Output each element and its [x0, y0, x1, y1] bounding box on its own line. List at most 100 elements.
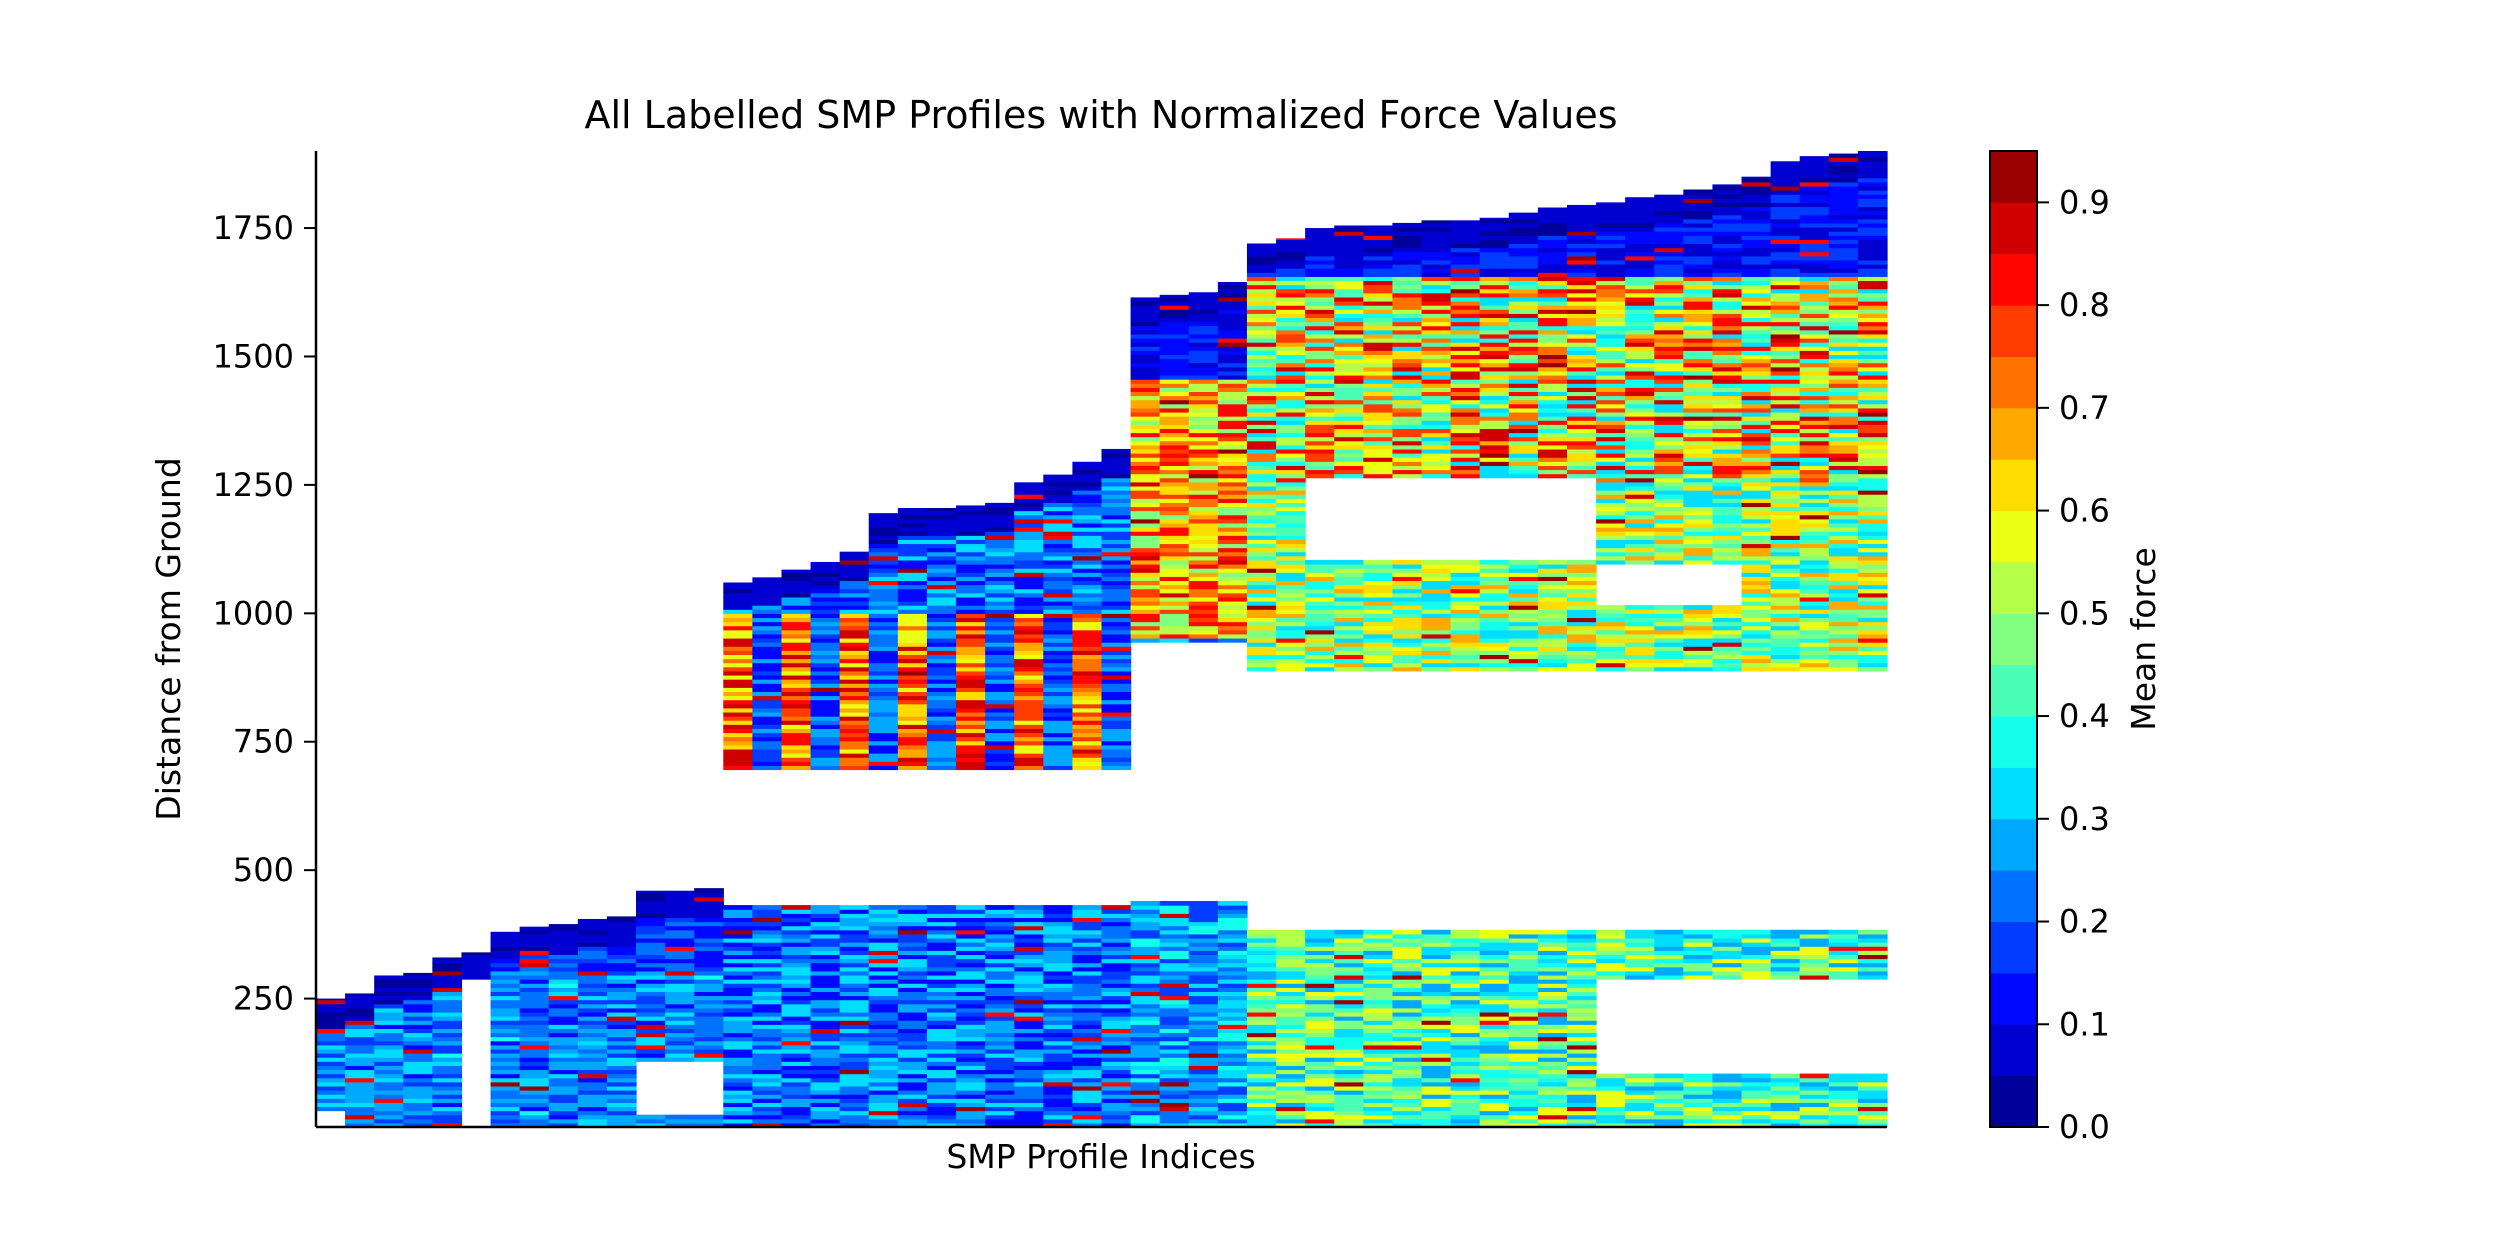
heatmap-cell [1188, 958, 1219, 964]
heatmap-cell [1334, 987, 1364, 992]
heatmap-cell [1508, 222, 1539, 228]
heatmap-cell [926, 974, 957, 980]
heatmap-cell [606, 1065, 637, 1071]
heatmap-cell [1450, 1073, 1481, 1079]
heatmap-cell [1217, 950, 1248, 955]
heatmap-cell [1596, 469, 1626, 475]
heatmap-cell [985, 584, 1015, 590]
heatmap-cell [1188, 1032, 1219, 1038]
heatmap-cell [781, 716, 812, 721]
heatmap-cell [1188, 1085, 1219, 1091]
heatmap-cell [1363, 1036, 1394, 1042]
heatmap-cell [1363, 1061, 1394, 1066]
heatmap-cell [1276, 296, 1306, 302]
heatmap-cell [1596, 350, 1626, 356]
heatmap-cell [519, 1106, 550, 1112]
heatmap-cell [1188, 1053, 1219, 1058]
heatmap-cell [956, 995, 986, 1001]
heatmap-cell [1188, 395, 1219, 401]
heatmap-cell [926, 970, 957, 976]
heatmap-cell [1625, 370, 1655, 376]
heatmap-cell [1421, 342, 1452, 347]
heatmap-cell [1217, 366, 1248, 372]
heatmap-cell [1159, 416, 1190, 421]
heatmap-cell [606, 991, 637, 997]
heatmap-cell [1101, 514, 1132, 520]
heatmap-cell [1683, 514, 1714, 520]
heatmap-cell [1479, 588, 1510, 594]
heatmap-cell [403, 983, 433, 988]
heatmap-cell [752, 724, 783, 729]
heatmap-cell [1566, 276, 1597, 282]
heatmap-cell [897, 724, 928, 729]
heatmap-cell [781, 958, 812, 964]
heatmap-cell [1014, 555, 1044, 561]
heatmap-cell [926, 966, 957, 972]
heatmap-cell [1392, 662, 1423, 668]
heatmap-cell [985, 765, 1015, 771]
heatmap-cell [665, 905, 695, 910]
heatmap-cell [1508, 276, 1539, 282]
heatmap-cell [1596, 481, 1626, 487]
heatmap-cell [1450, 1028, 1481, 1034]
heatmap-cell [1072, 1036, 1103, 1042]
heatmap-cell [1392, 432, 1423, 438]
heatmap-cell [1246, 313, 1277, 319]
heatmap-cell [1537, 465, 1568, 471]
heatmap-cell [723, 1053, 753, 1058]
heatmap-cell [1334, 966, 1364, 972]
heatmap-cell [1072, 1057, 1103, 1062]
heatmap-cell [1625, 543, 1655, 549]
heatmap-cell [1305, 1044, 1335, 1050]
heatmap-cell [1596, 325, 1626, 331]
heatmap-cell [1334, 646, 1364, 651]
heatmap-cell [1130, 1090, 1161, 1095]
heatmap-cell [1043, 1069, 1073, 1075]
heatmap-cell [897, 650, 928, 656]
heatmap-cell [868, 1016, 899, 1021]
heatmap-cell [1654, 448, 1684, 454]
heatmap-cell [432, 1020, 463, 1025]
heatmap-cell [1363, 473, 1394, 479]
heatmap-cell [1276, 1048, 1306, 1054]
heatmap-cell [1188, 424, 1219, 429]
heatmap-cell [636, 937, 666, 943]
heatmap-cell [1305, 337, 1335, 343]
heatmap-cell [1712, 1110, 1743, 1116]
heatmap-cell [839, 995, 870, 1001]
heatmap-cell [956, 946, 986, 951]
heatmap-cell [1421, 321, 1452, 327]
heatmap-cell [956, 913, 986, 919]
heatmap-cell [1566, 313, 1597, 319]
heatmap-cell [1654, 481, 1684, 487]
heatmap-cell [1363, 453, 1394, 458]
heatmap-cell [1363, 317, 1394, 323]
heatmap-cell [1246, 527, 1277, 532]
heatmap-cell [1537, 1106, 1568, 1112]
heatmap-cell [1450, 658, 1481, 664]
heatmap-cell [1276, 543, 1306, 549]
heatmap-cell [606, 1044, 637, 1050]
heatmap-cell [1566, 1028, 1597, 1034]
heatmap-cell [1450, 592, 1481, 598]
heatmap-cell [1566, 399, 1597, 405]
heatmap-cell [1363, 1053, 1394, 1058]
heatmap-cell [606, 1061, 637, 1066]
heatmap-cell [1101, 983, 1132, 988]
heatmap-cell [1276, 403, 1306, 409]
heatmap-cell [1072, 1065, 1103, 1071]
heatmap-cell [1392, 272, 1423, 277]
heatmap-cell [781, 1040, 812, 1046]
heatmap-cell [1596, 958, 1626, 964]
heatmap-cell [1654, 527, 1684, 532]
heatmap-cell [1101, 958, 1132, 964]
heatmap-cell [1043, 748, 1073, 754]
heatmap-cell [1450, 950, 1481, 955]
heatmap-cell [1188, 974, 1219, 980]
heatmap-cell [810, 662, 841, 668]
heatmap-cell [1596, 970, 1626, 976]
heatmap-cell [781, 609, 812, 614]
heatmap-cell [1276, 987, 1306, 992]
heatmap-cell [1276, 362, 1306, 368]
heatmap-cell [490, 954, 521, 960]
